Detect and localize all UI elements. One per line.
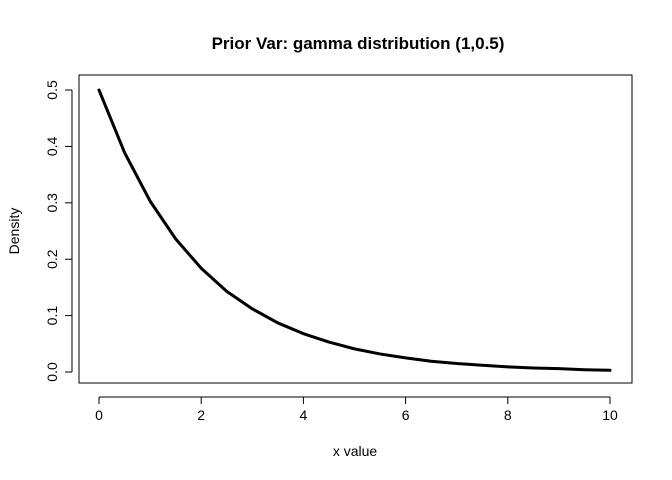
y-tick-label: 0.3 bbox=[44, 193, 60, 213]
x-axis: 0 2 4 6 8 10 bbox=[95, 396, 618, 423]
x-tick-label: 6 bbox=[402, 407, 410, 423]
x-tick-label: 4 bbox=[300, 407, 308, 423]
plot-frame bbox=[78, 74, 633, 384]
x-tick-label: 8 bbox=[504, 407, 512, 423]
y-axis-label: Density bbox=[6, 208, 22, 255]
y-tick-label: 0.2 bbox=[44, 249, 60, 269]
x-tick-label: 0 bbox=[95, 407, 103, 423]
chart-title: Prior Var: gamma distribution (1,0.5) bbox=[212, 34, 505, 53]
x-tick-label: 2 bbox=[197, 407, 205, 423]
y-axis: 0.0 0.1 0.2 0.3 0.4 0.5 bbox=[44, 80, 73, 382]
x-axis-label: x value bbox=[333, 443, 378, 459]
y-tick-label: 0.5 bbox=[44, 80, 60, 100]
y-tick-label: 0.0 bbox=[44, 362, 60, 382]
x-tick-label: 10 bbox=[602, 407, 618, 423]
y-tick-label: 0.1 bbox=[44, 306, 60, 326]
density-curve bbox=[97, 88, 612, 372]
y-tick-label: 0.4 bbox=[44, 136, 60, 156]
